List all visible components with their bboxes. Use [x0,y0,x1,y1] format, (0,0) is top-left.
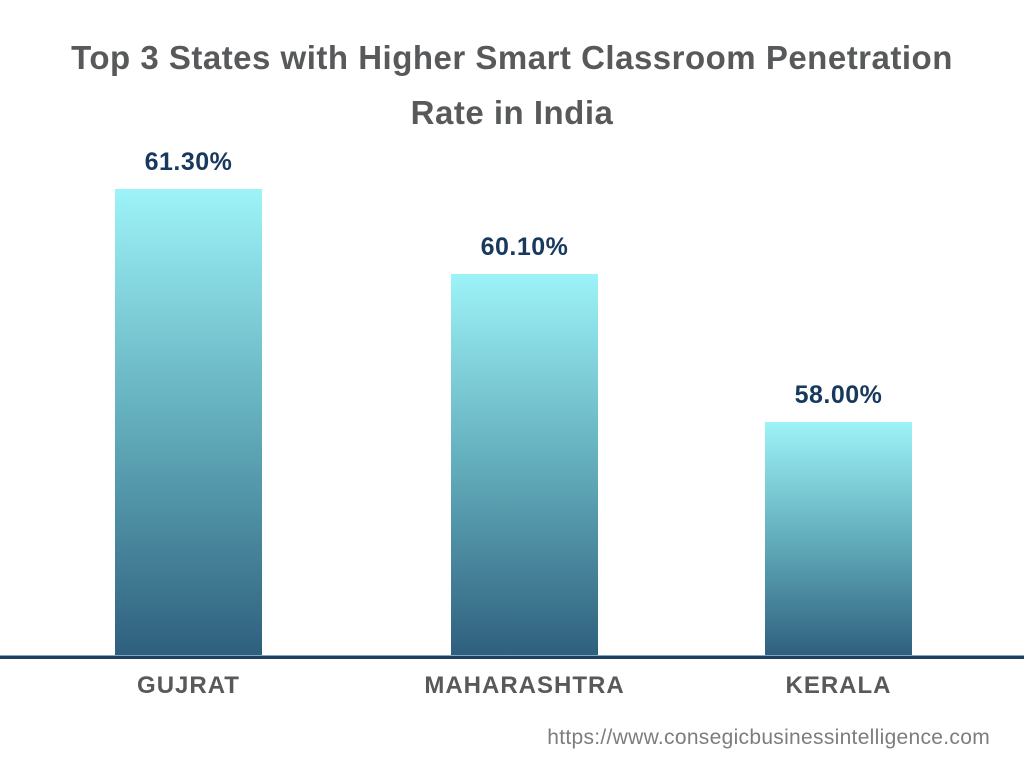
bar-gujrat [115,189,262,657]
bar-maharashtra [451,274,598,657]
chart-title-line-2: Rate in India [410,94,614,131]
bar-category-label-maharashtra: MAHARASHTRA [424,672,625,699]
bar-kerala [765,422,912,657]
bar-value-label-maharashtra: 60.10% [480,233,569,261]
bar-value-label-gujrat: 61.30% [144,148,233,176]
chart-title-line-1: Top 3 States with Higher Smart Classroom… [71,39,953,76]
x-axis-line [0,655,1024,659]
chart-title: Top 3 States with Higher Smart Classroom… [0,30,1024,140]
bar-category-label-gujrat: GUJRAT [137,672,240,699]
bar-value-label-kerala: 58.00% [794,381,883,409]
source-url: https://www.consegicbusinessintelligence… [547,726,990,749]
bar-category-label-kerala: KERALA [785,672,892,699]
